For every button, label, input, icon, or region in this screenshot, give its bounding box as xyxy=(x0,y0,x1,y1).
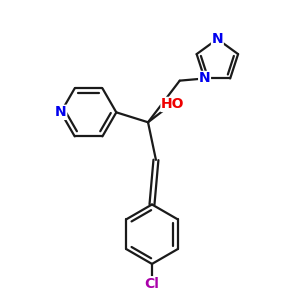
Text: HO: HO xyxy=(161,98,184,111)
Text: N: N xyxy=(55,105,67,119)
Text: N: N xyxy=(199,71,210,85)
Text: N: N xyxy=(212,32,223,46)
Text: Cl: Cl xyxy=(145,277,159,291)
